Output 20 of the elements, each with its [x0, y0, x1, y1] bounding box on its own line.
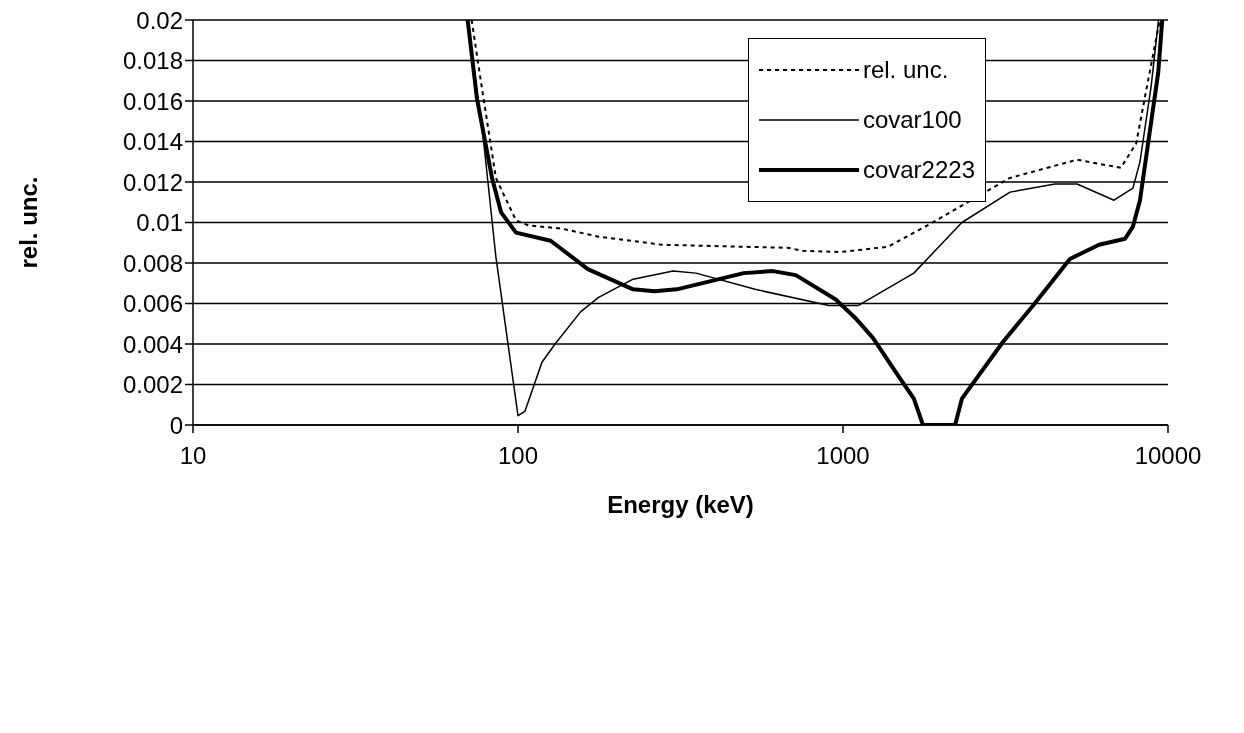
y-tick-label: 0.01 [136, 209, 183, 237]
legend-label: covar100 [862, 106, 962, 134]
y-tick-label: 0.006 [122, 290, 183, 318]
y-tick-label: 0.002 [122, 371, 183, 399]
x-axis-title: Energy (keV) [607, 491, 754, 518]
y-tick-label: 0 [169, 411, 183, 439]
y-tick-label: 0.016 [122, 87, 183, 115]
y-tick-label: 0.004 [122, 330, 183, 358]
legend-label: covar2223 [862, 156, 975, 184]
y-tick-label: 0.018 [122, 47, 183, 75]
x-tick-label: 10000 [1134, 442, 1202, 470]
y-tick-label: 0.012 [122, 168, 183, 196]
x-tick-label: 1000 [816, 442, 870, 470]
x-tick-label: 100 [497, 442, 539, 470]
y-axis-title: rel. unc. [14, 176, 42, 269]
legend-label: rel. unc. [862, 56, 949, 84]
x-tick-label: 10 [179, 442, 207, 470]
y-tick-label: 0.02 [136, 6, 183, 34]
y-tick-label: 0.014 [122, 128, 183, 156]
y-tick-label: 0.008 [122, 249, 183, 277]
